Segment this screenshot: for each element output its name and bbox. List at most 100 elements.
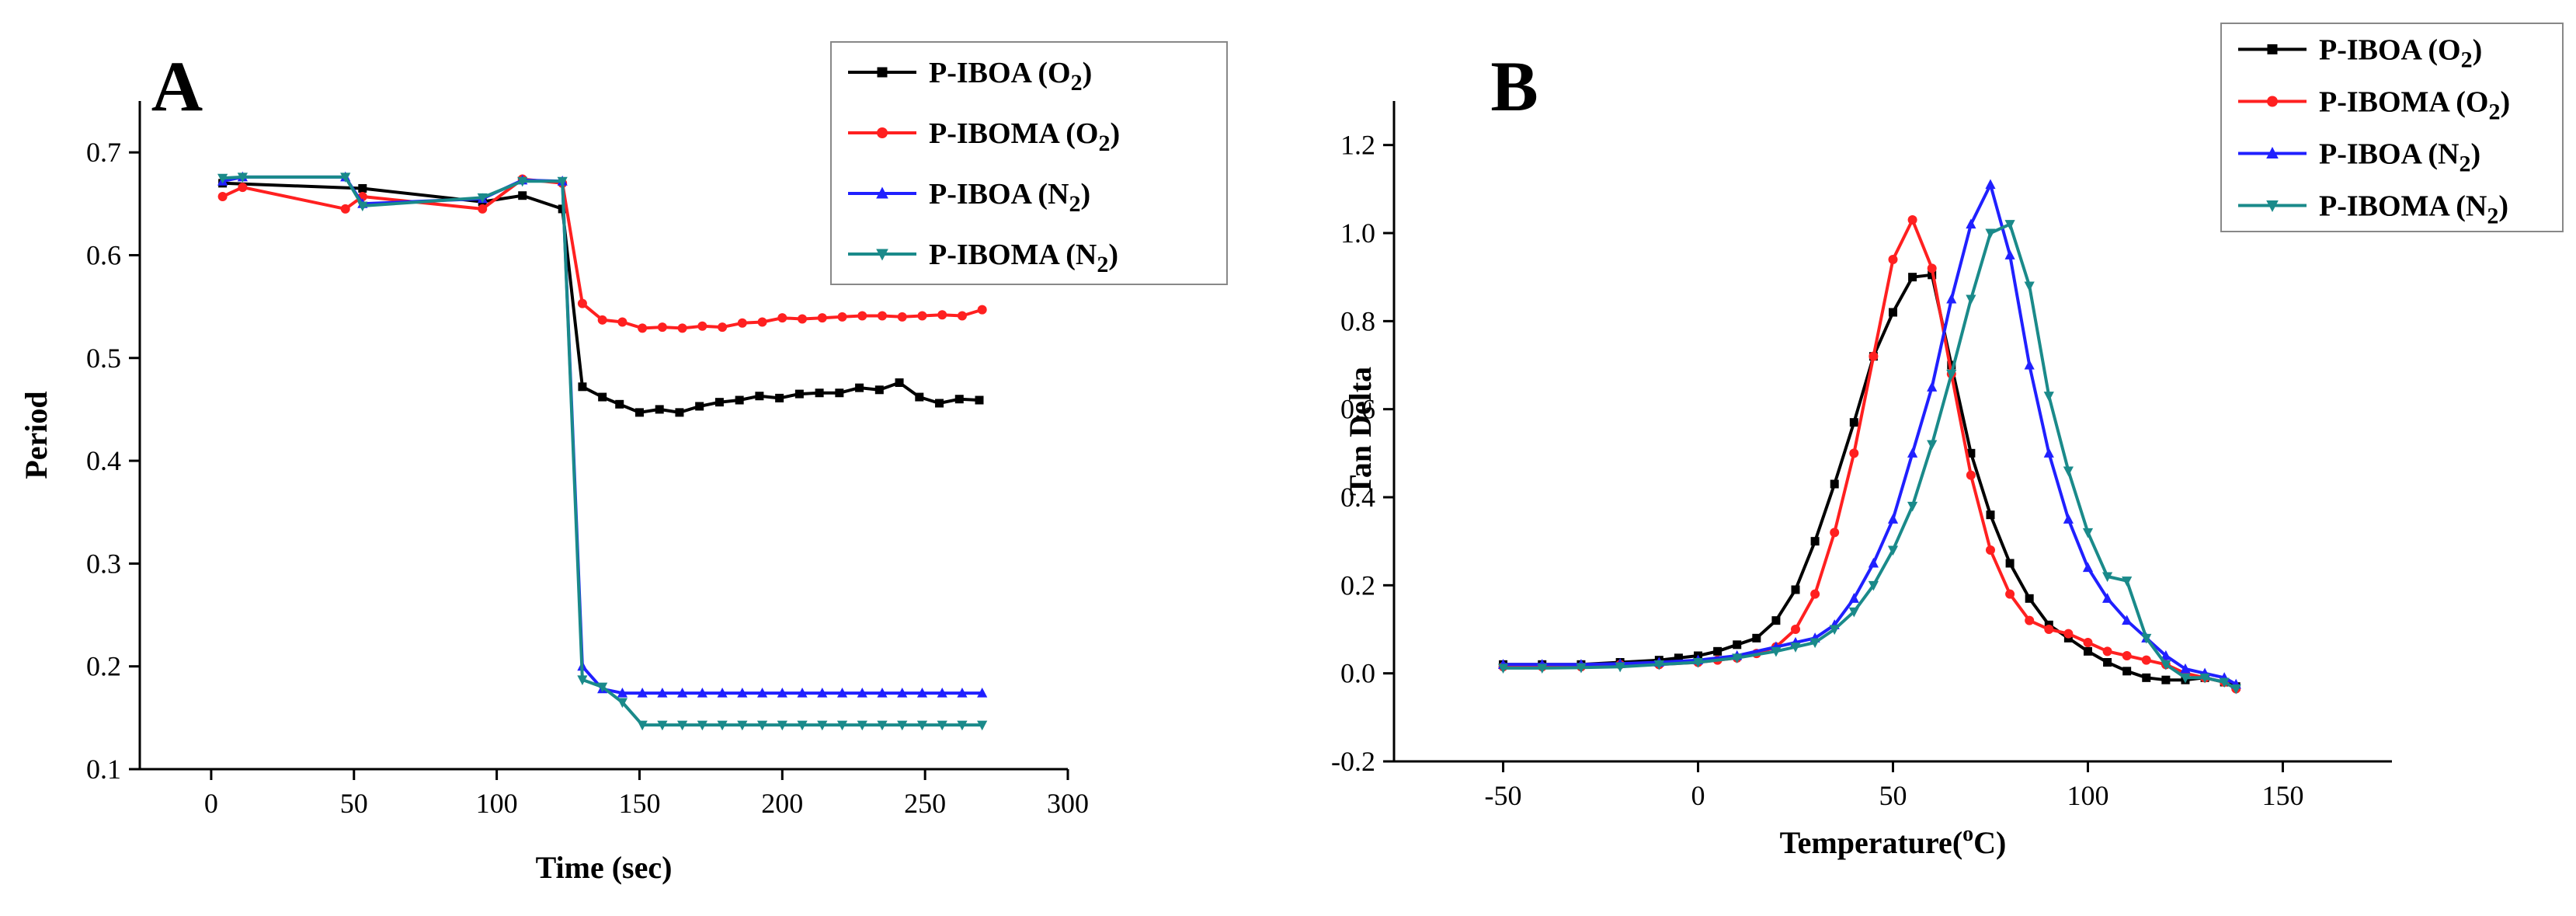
data-point	[857, 311, 867, 321]
chart-panel-a: 0 50 100 150 200 250 300 0.1 0.2 0.3 0.4 0.5 0.6 0.7 P…	[19, 41, 1228, 885]
legend-entry-close: )	[1108, 239, 1118, 271]
data-point	[238, 183, 248, 193]
data-point	[1985, 179, 1996, 190]
data-point	[1810, 537, 1820, 546]
data-point	[2122, 615, 2133, 625]
y-tick-label: 0.6	[86, 239, 121, 270]
data-point	[916, 720, 928, 731]
data-point	[2005, 559, 2015, 568]
data-point	[2082, 528, 2094, 538]
legend-entry-close: )	[2473, 34, 2483, 67]
legend-swatch-marker	[876, 186, 888, 199]
y-tick-label: 1.2	[1340, 130, 1375, 161]
data-point	[1887, 545, 1899, 556]
data-point	[340, 204, 350, 214]
data-point	[777, 313, 787, 323]
data-point	[1869, 351, 1879, 361]
legend-entry-label: P-IBOMA (N	[2319, 190, 2487, 223]
data-point	[794, 389, 804, 399]
data-point	[756, 687, 768, 698]
series-3	[1497, 220, 2241, 695]
y-tick-label: 1.0	[1340, 218, 1375, 249]
data-point	[518, 191, 527, 200]
legend-swatch-marker	[876, 249, 888, 261]
data-point	[557, 176, 568, 187]
data-point	[617, 687, 627, 698]
data-point	[597, 315, 607, 325]
data-point	[1966, 470, 1976, 480]
data-point	[857, 720, 867, 731]
data-point	[1791, 585, 1800, 594]
data-point	[1732, 653, 1743, 663]
y-tick-label: 0.6	[1340, 394, 1375, 425]
data-point	[1907, 215, 1917, 225]
data-point	[2004, 249, 2015, 259]
data-point	[797, 720, 808, 731]
legend-swatch-marker	[2267, 44, 2278, 54]
data-point	[677, 687, 688, 698]
data-point	[2024, 359, 2035, 370]
data-point	[2083, 646, 2092, 656]
data-point	[1771, 646, 1782, 657]
x-tick-label: -50	[1485, 780, 1522, 811]
data-point	[857, 687, 867, 698]
legend-entry-close: )	[2498, 190, 2508, 223]
data-point	[1966, 218, 1976, 229]
legend-entry: P-IBOA (O2)	[2319, 34, 2482, 73]
data-point	[1829, 625, 1840, 636]
data-point	[1868, 557, 1879, 568]
x-axis-label: Time (sec)	[536, 850, 673, 885]
data-point	[977, 720, 988, 731]
data-point	[1790, 643, 1801, 653]
data-point	[2101, 593, 2113, 603]
y-tick-label: 0.1	[86, 754, 121, 785]
data-point	[2122, 651, 2132, 660]
data-point	[2063, 466, 2074, 477]
data-point	[2025, 594, 2034, 603]
legend-entry-subscript: 2	[2487, 204, 2498, 229]
legend-entry-close: )	[2500, 86, 2510, 119]
panel-letter: A	[151, 47, 203, 126]
data-point	[2180, 673, 2191, 684]
data-point	[718, 322, 728, 333]
legend-entry: P-IBOMA (O2)	[929, 117, 1120, 156]
data-point	[735, 395, 744, 405]
data-point	[478, 204, 488, 214]
x-tick-label: 250	[904, 788, 946, 819]
data-point	[358, 183, 367, 193]
data-point	[878, 311, 887, 321]
data-point	[2141, 655, 2151, 665]
data-point	[1946, 293, 1957, 304]
chart-panel-b: -50 0 50 100 150 -0.2 0.0 0.2 0.4 0.6 0.8 1.0 1.2 Tan…	[1331, 23, 2564, 860]
data-point	[638, 323, 648, 333]
data-point	[877, 720, 888, 731]
panel-letter: B	[1490, 47, 1538, 126]
data-point	[1966, 448, 1976, 458]
data-point	[1868, 580, 1879, 591]
data-point	[217, 173, 228, 184]
data-point	[697, 321, 707, 331]
y-tick-label: 0.4	[1340, 482, 1375, 513]
data-point	[1791, 625, 1801, 634]
series-0	[1499, 270, 2241, 691]
legend-entry-subscript: 2	[1097, 252, 1108, 277]
data-point	[2161, 660, 2171, 670]
data-point	[917, 311, 927, 321]
data-point	[2024, 281, 2035, 292]
legend-entry-subscript: 2	[2488, 99, 2500, 125]
data-point	[1888, 255, 1898, 264]
data-point	[617, 317, 627, 327]
data-point	[714, 398, 724, 407]
data-point	[2122, 576, 2133, 587]
data-point	[615, 399, 624, 409]
y-tick-label: 0.2	[1340, 569, 1375, 601]
data-point	[836, 687, 848, 698]
data-point	[957, 311, 967, 321]
data-point	[1966, 294, 1976, 305]
data-point	[2063, 629, 2074, 639]
data-point	[237, 172, 248, 183]
data-point	[895, 378, 904, 388]
series-2	[1497, 179, 2241, 689]
data-point	[1830, 528, 1840, 538]
data-point	[2004, 220, 2015, 230]
